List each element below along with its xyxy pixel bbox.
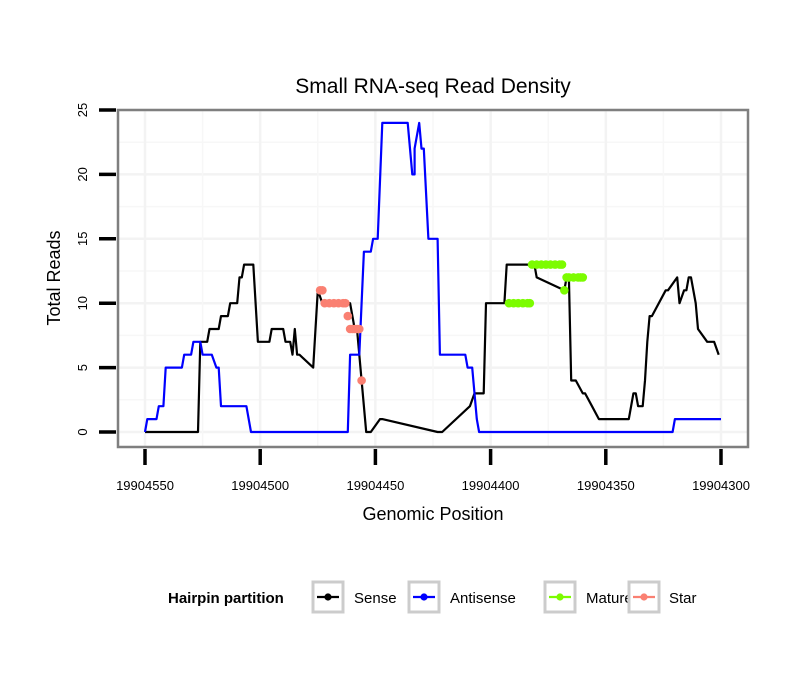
legend-label: Star [669,590,697,607]
x-tick-label: 19904550 [116,478,174,493]
data-point-star [357,376,366,385]
series-mature [504,260,588,308]
series-antisense [143,121,721,434]
legend-key-point [420,593,428,601]
y-tick-label: 25 [75,103,90,117]
data-point-star [343,311,353,321]
y-axis: 0 5 10 15 20 25 [75,103,116,436]
x-axis: 19904550 19904500 19904450 19904400 19904350… [116,449,750,493]
data-point-star [341,298,350,308]
y-axis-title: Total Reads [44,230,64,325]
series-layer [143,121,721,434]
y-tick-label: 15 [75,232,90,246]
data-point-mature [525,298,535,308]
legend-title: Hairpin partition [168,590,284,607]
x-tick-label: 19904500 [231,478,289,493]
data-point-mature [557,260,567,269]
x-axis-title: Genomic Position [362,504,503,524]
legend-item-mature: Mature [543,580,633,614]
y-tick-label: 5 [75,364,90,371]
chart-title: Small RNA-seq Read Density [295,75,571,98]
data-point-mature [578,273,588,282]
legend-label: Antisense [450,590,516,607]
series-line-sense [145,263,720,434]
legend-item-sense: Sense [311,580,397,614]
legend: Hairpin partition Sense Antisense Mature St… [168,580,697,614]
x-tick-label: 19904450 [346,478,404,493]
panel-border-rect [116,108,750,449]
legend-key-point [556,593,564,601]
legend-key-point [640,593,648,601]
legend-label: Mature [586,590,633,607]
x-tick-label: 19904300 [692,478,750,493]
data-point-mature [560,286,569,295]
legend-item-star: Star [627,580,697,614]
series-sense [145,263,720,434]
y-tick-label: 10 [75,296,90,310]
legend-item-antisense: Antisense [407,580,516,614]
legend-key-point [324,593,332,601]
plot-border [116,108,750,449]
data-point-star [355,324,364,334]
y-tick-label: 20 [75,167,90,181]
series-line-antisense [143,121,721,434]
legend-label: Sense [354,590,397,607]
series-star [315,286,366,385]
y-tick-label: 0 [75,428,90,435]
x-tick-label: 19904400 [462,478,520,493]
data-point-star [318,286,327,295]
x-tick-label: 19904350 [577,478,635,493]
